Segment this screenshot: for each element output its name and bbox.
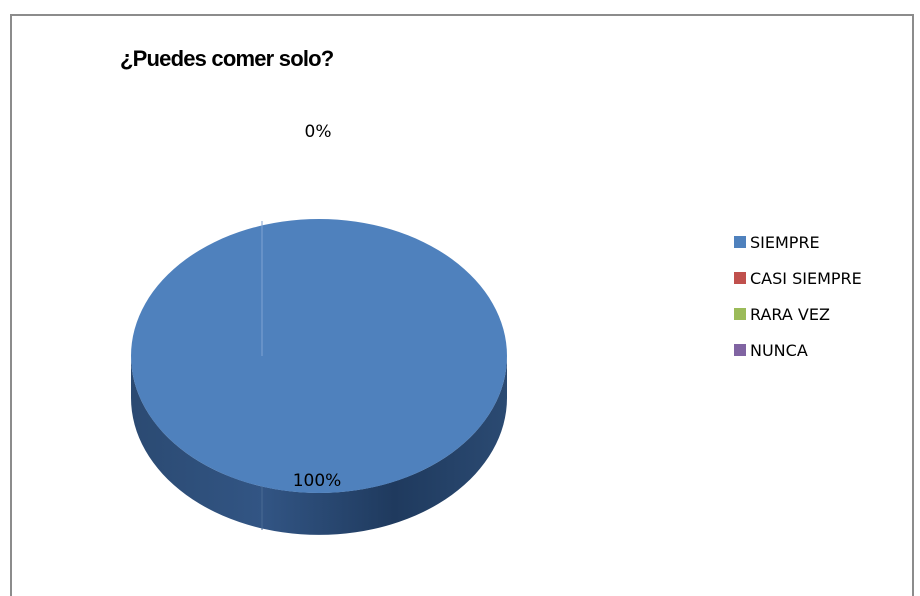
data-label-zero: 0% bbox=[305, 122, 332, 142]
legend-label-nunca: NUNCA bbox=[750, 340, 808, 360]
legend-label-casi-siempre: CASI SIEMPRE bbox=[750, 268, 862, 288]
legend-label-rara-vez: RARA VEZ bbox=[750, 304, 830, 324]
legend: SIEMPRE CASI SIEMPRE RARA VEZ NUNCA bbox=[734, 224, 862, 368]
pie-slice-siempre-side bbox=[131, 356, 507, 535]
legend-item-nunca: NUNCA bbox=[734, 332, 862, 368]
legend-label-siempre: SIEMPRE bbox=[750, 232, 820, 252]
legend-item-rara-vez: RARA VEZ bbox=[734, 296, 862, 332]
data-label-siempre: 100% bbox=[293, 471, 342, 491]
legend-item-casi-siempre: CASI SIEMPRE bbox=[734, 260, 862, 296]
legend-swatch-rara-vez bbox=[734, 308, 746, 320]
legend-swatch-nunca bbox=[734, 344, 746, 356]
pie-slice-siempre bbox=[131, 219, 507, 493]
legend-swatch-casi-siempre bbox=[734, 272, 746, 284]
legend-swatch-siempre bbox=[734, 236, 746, 248]
chart-title: ¿Puedes comer solo? bbox=[120, 46, 334, 71]
legend-item-siempre: SIEMPRE bbox=[734, 224, 862, 260]
